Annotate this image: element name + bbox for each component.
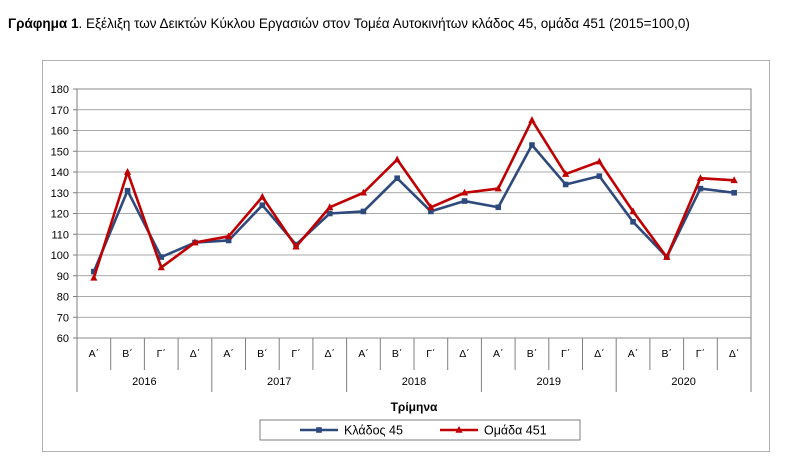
data-point: [158, 254, 165, 260]
y-tick-label: 70: [57, 312, 69, 324]
y-tick-label: 170: [51, 105, 69, 117]
data-point: [259, 202, 266, 208]
y-tick-label: 180: [51, 84, 69, 96]
x-tick-label: Α΄: [493, 348, 504, 360]
data-point: [225, 232, 233, 240]
figure-title: Γράφημα 1. Εξέλιξη των Δεικτών Κύκλου Ερ…: [8, 16, 690, 31]
data-point: [697, 185, 704, 192]
y-tick-label: 140: [51, 167, 69, 179]
x-tick-label: Δ΄: [459, 348, 470, 360]
data-point: [495, 204, 502, 211]
x-tick-label: Α΄: [358, 348, 369, 360]
series-line: [92, 118, 735, 279]
data-point: [562, 181, 569, 188]
x-tick-label: Γ΄: [157, 348, 166, 360]
data-point: [258, 192, 266, 200]
data-point: [157, 263, 165, 271]
data-point: [663, 253, 671, 260]
data-point: [730, 176, 738, 184]
data-point: [428, 208, 434, 215]
y-tick-label: 150: [51, 146, 69, 158]
x-tick-label: Γ΄: [291, 348, 300, 360]
legend: [259, 419, 581, 441]
chart-frame: [42, 60, 770, 452]
data-point: [292, 242, 300, 250]
x-tick-label: Γ΄: [696, 348, 705, 360]
data-point: [91, 268, 97, 275]
data-point: [124, 187, 131, 194]
y-tick-label: 100: [51, 250, 69, 262]
data-point: [629, 207, 637, 215]
data-point: [529, 142, 535, 148]
y-tick-label: 120: [51, 209, 69, 221]
x-tick-label: Α΄: [89, 348, 100, 360]
data-point: [461, 198, 468, 204]
data-point: [630, 219, 636, 225]
y-tick-label: 60: [57, 333, 69, 345]
legend-label: Ομάδα 451: [484, 424, 547, 438]
data-point: [595, 157, 603, 165]
y-tick-label: 160: [51, 126, 69, 138]
legend-label: Κλάδος 45: [344, 424, 403, 438]
data-point: [696, 174, 705, 182]
x-tick-label: Β΄: [122, 348, 133, 360]
x-tick-label: Β΄: [392, 348, 403, 360]
data-point: [528, 116, 536, 123]
x-tick-label: Β΄: [527, 348, 538, 360]
data-point: [360, 208, 367, 215]
x-axis-title: Τρίμηνα: [391, 400, 438, 414]
x-tick-label: Β΄: [257, 348, 268, 360]
legend-marker: [455, 426, 463, 433]
x-tick-label: Γ΄: [561, 348, 570, 360]
x-tick-label: Δ΄: [324, 348, 335, 360]
data-point: [427, 203, 435, 211]
figure-title-bold: Γράφημα 1: [8, 16, 79, 31]
data-point: [359, 188, 368, 196]
figure-title-text: . Εξέλιξη των Δεικτών Κύκλου Εργασιών στ…: [78, 16, 690, 31]
legend-marker: [316, 427, 322, 433]
data-point: [494, 184, 502, 192]
x-tick-label: Α΄: [223, 348, 234, 360]
year-label: 2019: [537, 376, 561, 388]
x-tick-label: Β΄: [662, 348, 673, 360]
data-point: [393, 155, 401, 163]
data-point: [562, 170, 570, 177]
x-tick-label: Γ΄: [426, 348, 435, 360]
y-tick-label: 90: [57, 271, 69, 283]
data-point: [90, 273, 98, 281]
y-tick-label: 130: [51, 188, 69, 200]
x-tick-label: Δ΄: [729, 348, 740, 360]
x-tick-label: Δ΄: [190, 348, 201, 360]
data-point: [191, 238, 199, 246]
data-point: [731, 189, 737, 196]
x-tick-label: Α΄: [628, 348, 639, 360]
x-tick-label: Δ΄: [594, 348, 605, 360]
year-label: 2020: [671, 376, 695, 388]
year-label: 2018: [402, 376, 426, 388]
y-tick-label: 110: [51, 229, 69, 241]
data-point: [326, 210, 333, 217]
year-label: 2017: [267, 376, 291, 388]
y-tick-label: 80: [57, 292, 69, 304]
data-point: [596, 173, 603, 179]
year-label: 2016: [132, 376, 156, 388]
data-point: [123, 168, 132, 175]
data-point: [225, 237, 232, 244]
data-point: [460, 188, 469, 196]
data-point: [394, 175, 400, 182]
data-point: [326, 203, 334, 211]
